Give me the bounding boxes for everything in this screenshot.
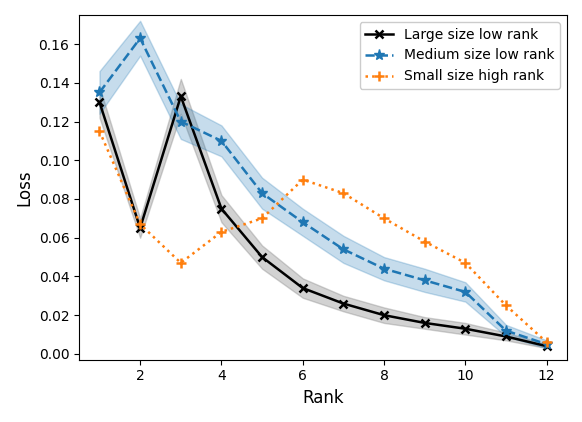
Medium size low rank xyxy=(96,90,103,95)
Large size low rank xyxy=(137,225,144,230)
Medium size low rank xyxy=(299,220,306,225)
Large size low rank xyxy=(502,334,509,339)
Small size high rank xyxy=(299,177,306,182)
Large size low rank xyxy=(340,301,347,306)
Line: Medium size low rank: Medium size low rank xyxy=(94,32,552,350)
Medium size low rank xyxy=(462,289,469,295)
Small size high rank xyxy=(258,216,265,221)
Small size high rank xyxy=(96,129,103,134)
Medium size low rank xyxy=(178,119,184,124)
Line: Large size low rank: Large size low rank xyxy=(95,92,551,350)
Medium size low rank xyxy=(258,191,265,196)
Small size high rank xyxy=(421,239,428,244)
Medium size low rank xyxy=(340,247,347,252)
X-axis label: Rank: Rank xyxy=(302,389,344,407)
Medium size low rank xyxy=(218,138,225,143)
Large size low rank xyxy=(543,344,550,349)
Large size low rank xyxy=(421,320,428,325)
Small size high rank xyxy=(178,260,184,265)
Large size low rank xyxy=(299,286,306,291)
Legend: Large size low rank, Medium size low rank, Small size high rank: Large size low rank, Medium size low ran… xyxy=(360,22,560,89)
Large size low rank xyxy=(381,313,388,318)
Small size high rank xyxy=(462,260,469,265)
Medium size low rank xyxy=(381,266,388,271)
Small size high rank xyxy=(137,222,144,227)
Large size low rank xyxy=(258,254,265,260)
Small size high rank xyxy=(340,191,347,196)
Small size high rank xyxy=(543,340,550,345)
Medium size low rank xyxy=(137,36,144,41)
Large size low rank xyxy=(218,206,225,211)
Small size high rank xyxy=(218,230,225,235)
Medium size low rank xyxy=(502,328,509,333)
Small size high rank xyxy=(381,216,388,221)
Small size high rank xyxy=(502,303,509,308)
Medium size low rank xyxy=(421,278,428,283)
Y-axis label: Loss: Loss xyxy=(15,169,33,206)
Line: Small size high rank: Small size high rank xyxy=(95,126,552,347)
Large size low rank xyxy=(96,100,103,105)
Large size low rank xyxy=(178,94,184,99)
Large size low rank xyxy=(462,326,469,331)
Medium size low rank xyxy=(543,342,550,347)
